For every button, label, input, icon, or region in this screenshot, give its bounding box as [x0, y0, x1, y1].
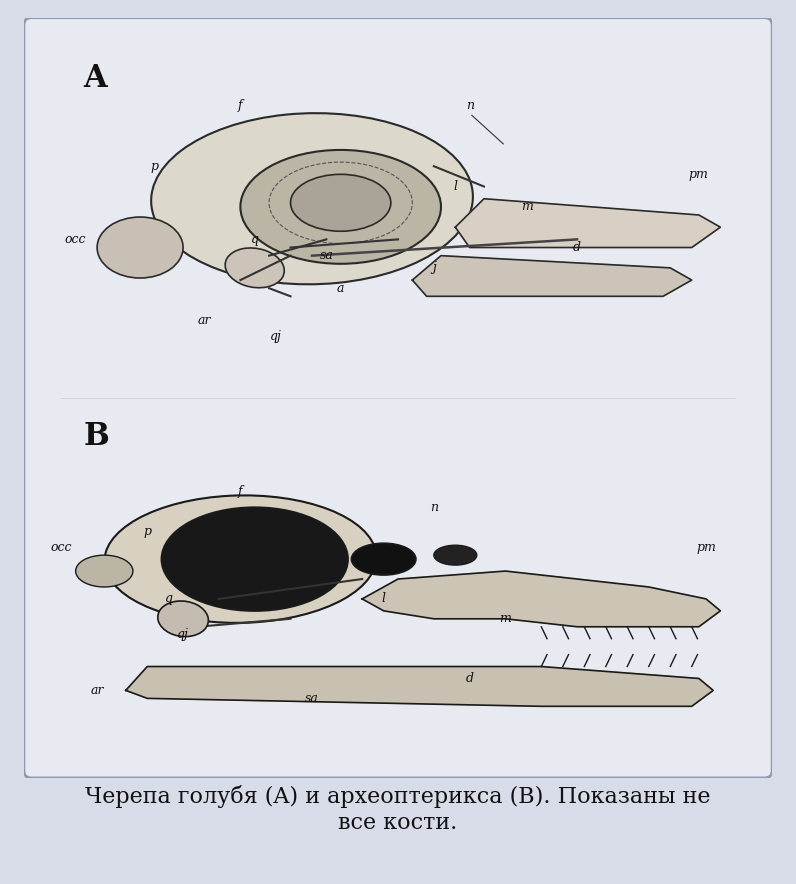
Text: sa: sa [319, 249, 334, 263]
Text: sa: sa [305, 692, 319, 705]
FancyBboxPatch shape [24, 18, 772, 778]
Text: occ: occ [64, 232, 87, 246]
Text: d: d [466, 672, 474, 685]
Text: l: l [381, 592, 386, 606]
Ellipse shape [434, 545, 477, 565]
Polygon shape [362, 571, 720, 627]
Text: q: q [251, 232, 259, 246]
Text: B: B [84, 421, 110, 452]
Ellipse shape [240, 150, 441, 263]
Text: q: q [165, 592, 173, 606]
Text: pm: pm [689, 168, 708, 181]
Polygon shape [412, 255, 692, 296]
Text: d: d [573, 241, 581, 254]
Polygon shape [455, 199, 720, 248]
Text: qj: qj [271, 331, 282, 344]
Ellipse shape [158, 601, 209, 636]
Text: n: n [430, 501, 438, 514]
Text: ar: ar [198, 314, 211, 327]
Text: occ: occ [50, 541, 72, 553]
Polygon shape [126, 667, 713, 706]
Text: qj: qj [178, 629, 189, 641]
Text: m: m [500, 613, 511, 625]
Text: j: j [432, 262, 435, 274]
Text: p: p [143, 525, 151, 537]
Ellipse shape [291, 174, 391, 232]
Text: n: n [466, 99, 474, 111]
Text: Черепа голубя (A) и археоптерикса (B). Показаны не
все кости.: Черепа голубя (A) и археоптерикса (B). П… [85, 785, 711, 834]
Text: A: A [84, 64, 107, 95]
Ellipse shape [352, 543, 416, 575]
Text: pm: pm [696, 541, 716, 553]
Text: p: p [150, 160, 158, 172]
Text: f: f [238, 485, 243, 498]
Ellipse shape [97, 217, 183, 278]
Ellipse shape [225, 248, 284, 288]
Text: f: f [238, 99, 243, 111]
Ellipse shape [76, 555, 133, 587]
Ellipse shape [104, 495, 377, 623]
Text: l: l [453, 180, 458, 193]
Ellipse shape [151, 113, 473, 285]
Text: m: m [521, 201, 533, 213]
Ellipse shape [162, 507, 348, 611]
Text: ar: ar [91, 684, 103, 697]
Text: a: a [337, 282, 345, 294]
